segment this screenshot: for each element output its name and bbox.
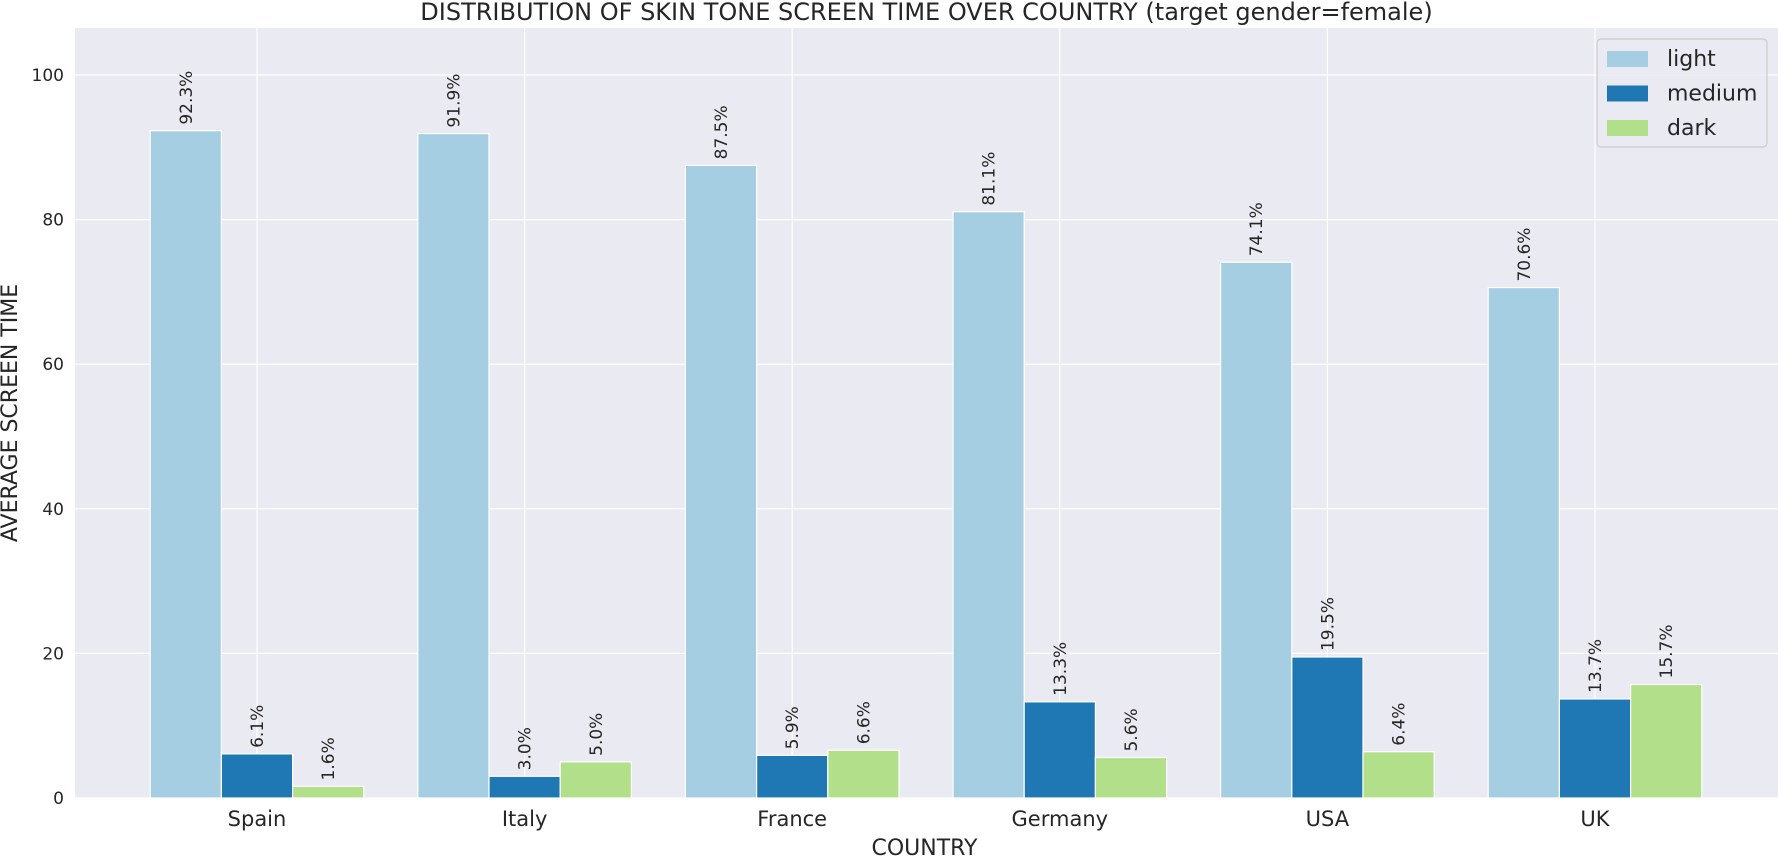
bar-medium-uk	[1558, 698, 1632, 799]
bar-medium-spain	[220, 753, 294, 799]
data-label: 6.1%	[248, 705, 268, 748]
bar-dark-france	[827, 749, 900, 799]
data-label: 87.5%	[712, 105, 732, 159]
data-label: 92.3%	[177, 71, 197, 125]
bar-medium-usa	[1291, 656, 1364, 799]
bar-dark-uk	[1629, 683, 1703, 799]
data-label: 6.4%	[1390, 703, 1410, 746]
legend-label-medium: medium	[1667, 82, 1757, 107]
legend-swatch-light	[1607, 51, 1648, 67]
bars	[149, 130, 1703, 799]
data-label: 5.0%	[587, 713, 607, 756]
y-tick-label: 80	[42, 211, 64, 231]
x-tick-label: USA	[1306, 807, 1350, 831]
data-label: 19.5%	[1318, 597, 1338, 651]
legend-label-dark: dark	[1667, 116, 1716, 141]
bar-light-usa	[1219, 261, 1293, 799]
data-label: 70.6%	[1515, 228, 1535, 282]
legend-label-light: light	[1667, 47, 1716, 72]
data-label: 5.9%	[783, 706, 803, 749]
data-labels: 92.3% 91.9% 87.5% 81.1% 74.1% 70.6% 6.1% 3.0% 5.…	[177, 71, 1677, 781]
data-label: 13.7%	[1586, 639, 1606, 693]
y-tick-label: 40	[42, 500, 64, 520]
bar-medium-italy	[488, 775, 561, 799]
data-label: 81.1%	[980, 152, 1000, 206]
y-tick-label: 60	[42, 355, 64, 375]
bar-dark-spain	[292, 785, 365, 799]
data-label: 15.7%	[1657, 624, 1677, 678]
legend: light medium dark	[1596, 38, 1768, 148]
x-axis-ticks: Spain Italy France Germany USA UK	[228, 807, 1611, 831]
y-tick-label: 20	[42, 644, 64, 664]
x-tick-label: France	[757, 807, 827, 831]
bar-light-germany	[952, 211, 1025, 799]
x-axis-label: COUNTRY	[872, 836, 979, 859]
y-tick-label: 0	[53, 789, 64, 809]
bar-dark-italy	[559, 761, 633, 799]
x-tick-label: Italy	[502, 807, 548, 831]
y-axis-label: AVERAGE SCREEN TIME	[0, 284, 23, 542]
legend-swatch-dark	[1607, 120, 1648, 136]
data-label: 5.6%	[1122, 708, 1142, 751]
bar-dark-germany	[1094, 756, 1168, 799]
x-tick-label: Germany	[1012, 807, 1109, 831]
bar-light-spain	[149, 130, 222, 799]
x-tick-label: Spain	[228, 807, 287, 831]
bar-light-uk	[1487, 286, 1560, 799]
data-label: 3.0%	[516, 727, 536, 770]
data-label: 13.3%	[1051, 642, 1071, 696]
bar-dark-usa	[1362, 751, 1435, 799]
bar-light-italy	[417, 132, 490, 799]
x-tick-label: UK	[1580, 807, 1610, 831]
data-label: 1.6%	[319, 737, 339, 780]
y-axis-ticks: 0 20 40 60 80 100	[32, 66, 64, 809]
bar-medium-germany	[1023, 701, 1096, 799]
data-label: 74.1%	[1247, 202, 1267, 256]
legend-swatch-medium	[1607, 85, 1648, 102]
y-tick-label: 100	[32, 66, 64, 86]
chart-title: DISTRIBUTION OF SKIN TONE SCREEN TIME OV…	[420, 0, 1432, 26]
bar-light-france	[684, 164, 758, 799]
bar-medium-france	[755, 754, 829, 799]
data-label: 91.9%	[444, 74, 464, 128]
data-label: 6.6%	[854, 701, 874, 744]
